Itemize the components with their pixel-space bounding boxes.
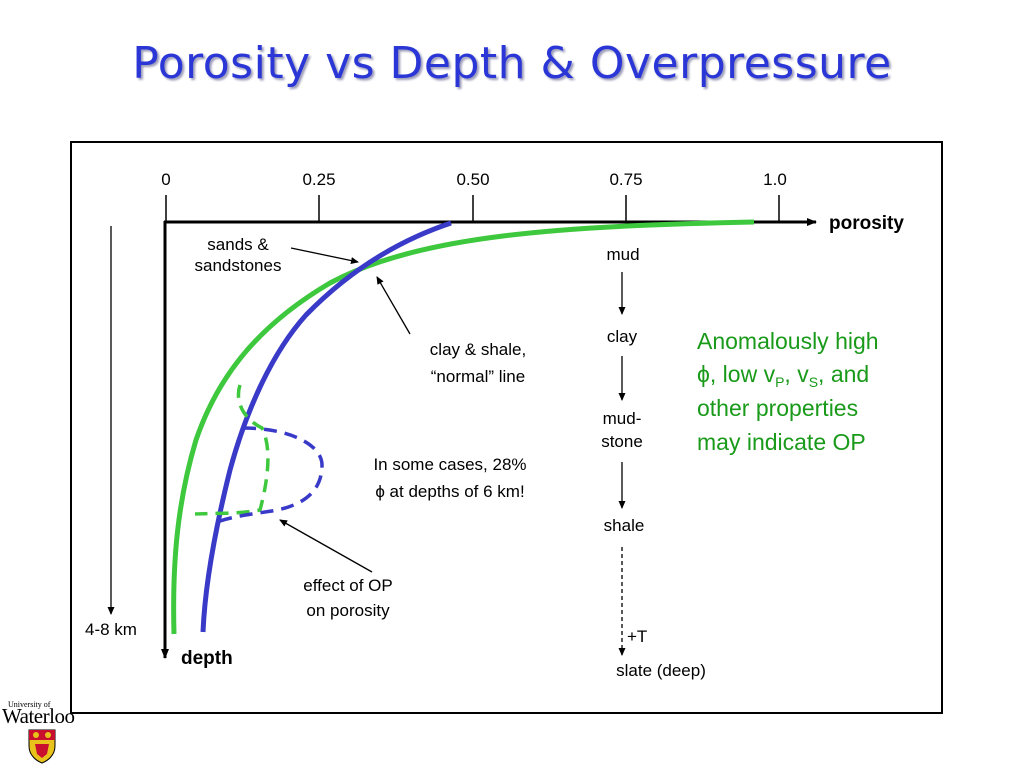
sequence-mudstone-line2: stone <box>601 432 643 451</box>
tick-marks <box>165 195 780 222</box>
cases-label-line2: ϕ at depths of 6 km! <box>375 482 524 501</box>
logo-waterloo-wordmark: Waterloo <box>2 704 75 728</box>
green-overpressure-dashed-curve <box>194 384 270 516</box>
clay-shale-normal-line <box>171 219 755 635</box>
tick-label-10: 1.0 <box>763 170 787 189</box>
sands-label-line2: sandstones <box>195 256 282 275</box>
diagram-frame <box>70 141 943 714</box>
depth-range-label: 4-8 km <box>85 620 137 639</box>
sands-label-line1: sands & <box>207 235 269 254</box>
anomaly-line3: other properties <box>697 395 858 421</box>
university-crest-icon <box>28 729 56 764</box>
sequence-clay: clay <box>607 327 638 346</box>
op-label-line2: on porosity <box>306 601 390 620</box>
tick-label-025: 0.25 <box>302 170 335 189</box>
tick-label-075: 0.75 <box>609 170 642 189</box>
sequence-mudstone-line1: mud- <box>603 409 642 428</box>
op-pointer-arrow <box>279 519 373 573</box>
clay-pointer-arrow <box>376 276 411 335</box>
anomaly-line2: ϕ, low vP, vS, and <box>697 361 869 390</box>
op-label-line1: effect of OP <box>303 576 392 595</box>
cases-label-line1: In some cases, 28% <box>373 455 526 474</box>
clay-label-line2: “normal” line <box>431 367 525 386</box>
logo-university-of: University of <box>8 700 51 709</box>
tick-label-0: 0 <box>161 170 170 189</box>
depth-axis-label: depth <box>181 648 233 669</box>
blue-overpressure-dashed-curve <box>211 426 324 526</box>
sands-sandstones-curve <box>200 220 452 633</box>
subscript-s: S <box>809 374 818 390</box>
sequence-mud: mud <box>606 245 639 264</box>
tick-label-050: 0.50 <box>456 170 489 189</box>
clay-label-line1: clay & shale, <box>430 340 526 359</box>
sequence-slate: slate (deep) <box>616 661 706 680</box>
phi-symbol: ϕ <box>697 361 710 387</box>
anomaly-line1: Anomalously high <box>697 328 879 354</box>
sequence-shale: shale <box>604 516 645 535</box>
temperature-label: +T <box>627 627 647 646</box>
sands-pointer-arrow <box>290 247 359 264</box>
slide-title: Porosity vs Depth & Overpressure <box>132 38 892 89</box>
subscript-p: P <box>775 374 784 390</box>
anomaly-note: Anomalously high ϕ, low vP, vS, and othe… <box>697 328 879 455</box>
porosity-axis-label: porosity <box>829 213 904 234</box>
anomaly-line4: may indicate OP <box>697 429 866 455</box>
